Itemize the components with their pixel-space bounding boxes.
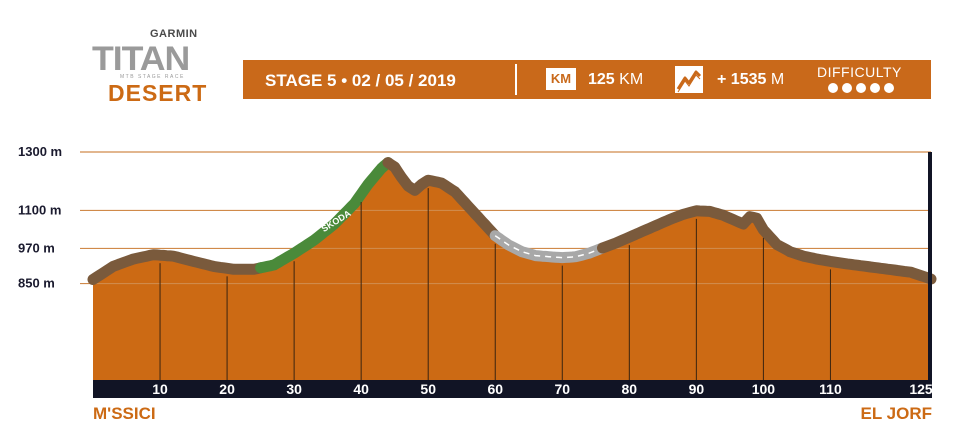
x-tick-label: 100: [752, 381, 776, 397]
difficulty-label: DIFFICULTY: [817, 64, 902, 80]
y-tick-label: 850 m: [18, 276, 55, 291]
difficulty-dot: [842, 83, 852, 93]
trail-segment-green-sponsor: [255, 157, 394, 274]
elevation-area: [93, 166, 931, 380]
km-icon: KM: [546, 68, 576, 90]
x-tick-label: 60: [487, 381, 503, 397]
x-tick-label: 10: [152, 381, 168, 397]
x-axis-bar: [93, 380, 932, 398]
x-tick-label: 70: [554, 381, 570, 397]
right-axis-bar: [928, 152, 932, 380]
difficulty-dot: [856, 83, 866, 93]
y-tick-label: 1300 m: [18, 144, 62, 159]
x-tick-label: 30: [286, 381, 302, 397]
x-tick-label: 110: [819, 381, 842, 397]
difficulty-rating: [828, 83, 894, 93]
trail-segment-gravel: [87, 249, 267, 285]
end-location: EL JORF: [860, 404, 932, 423]
x-tick-label: 90: [689, 381, 705, 397]
x-tick-label: 50: [420, 381, 436, 397]
distance-readout: 125 KM: [588, 71, 643, 89]
y-tick-label: 1100 m: [18, 202, 61, 217]
climb-value: + 1535: [717, 71, 767, 88]
climb-readout: + 1535 M: [717, 71, 784, 89]
logo-brand: GARMIN: [150, 28, 198, 40]
x-tick-label: 125: [909, 381, 933, 397]
difficulty-dot: [870, 83, 880, 93]
logo-subtitle: MTB STAGE RACE: [120, 74, 185, 80]
distance-unit: KM: [619, 71, 644, 88]
logo-edition: DESERT: [108, 80, 208, 106]
trail-segment-gravel: [382, 157, 501, 242]
mountain-climb-icon: [675, 66, 703, 93]
stage-banner: STAGE 5 • 02 / 05 / 2019 KM 125 KM + 153…: [243, 60, 931, 99]
distance-value: 125: [588, 71, 615, 88]
start-location: M'SSICI: [93, 404, 156, 423]
y-tick-label: 970 m: [18, 240, 55, 255]
x-tick-label: 80: [622, 381, 638, 397]
difficulty-dot: [884, 83, 894, 93]
stage-title: STAGE 5 • 02 / 05 / 2019: [265, 71, 456, 90]
difficulty-dot: [828, 83, 838, 93]
x-tick-label: 40: [353, 381, 369, 397]
trail-segment-gravel: [597, 205, 937, 285]
logo-name: TITAN: [92, 40, 190, 78]
paved-center-line: [494, 235, 603, 259]
x-tick-label: 20: [219, 381, 235, 397]
titan-desert-logo: GARMIN TITAN MTB STAGE RACE DESERT: [92, 26, 222, 106]
banner-divider: [515, 64, 517, 95]
climb-unit: M: [770, 71, 785, 88]
